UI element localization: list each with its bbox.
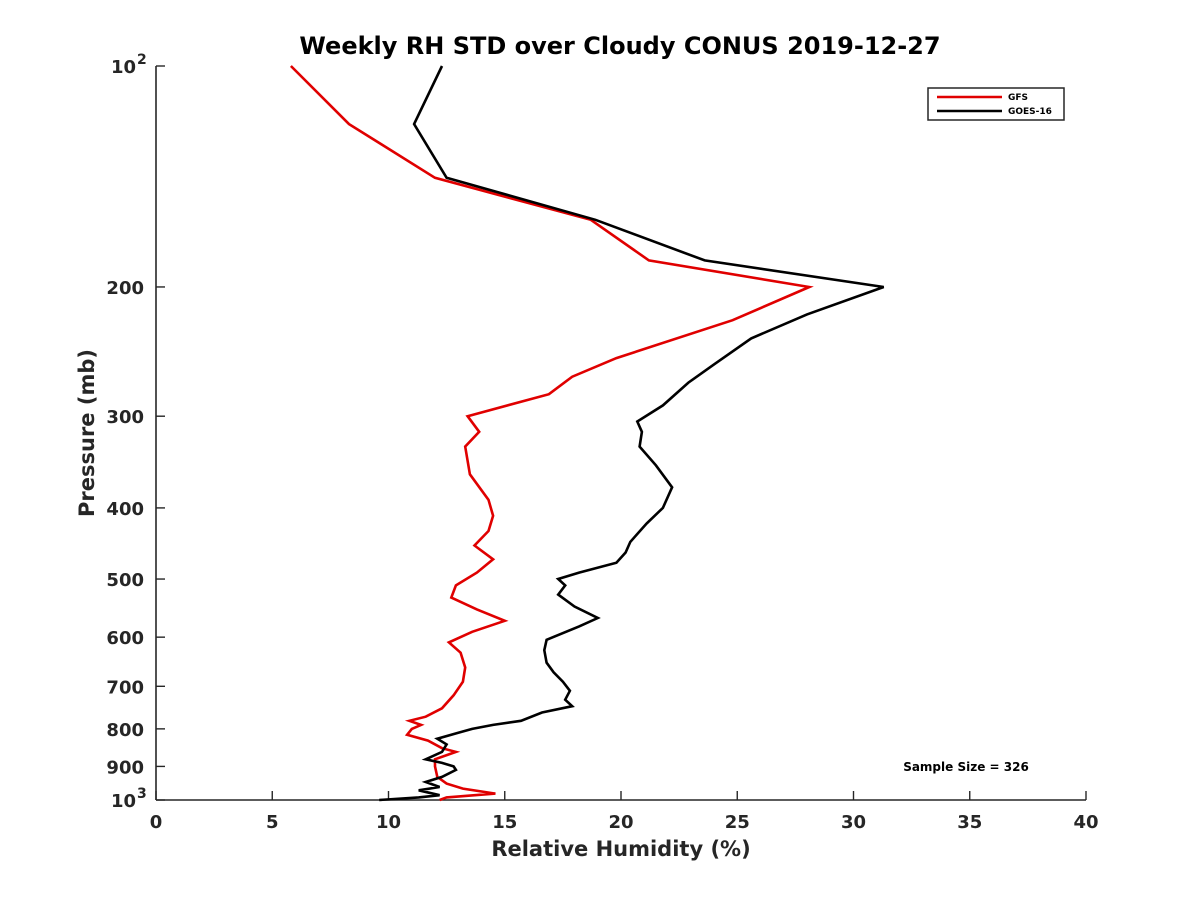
x-tick-label: 15 bbox=[492, 812, 517, 833]
y-tick-label: 700 bbox=[106, 677, 144, 698]
x-tick-label: 30 bbox=[841, 812, 866, 833]
x-tick-label: 25 bbox=[725, 812, 750, 833]
y-tick-base: 800 bbox=[106, 720, 144, 741]
legend-label-gfs: GFS bbox=[1008, 93, 1028, 103]
y-tick-base: 500 bbox=[106, 570, 144, 591]
x-tick-label: 20 bbox=[608, 812, 633, 833]
y-tick-label: 900 bbox=[106, 757, 144, 778]
y-tick-label: 600 bbox=[106, 628, 144, 649]
y-tick-label: 400 bbox=[106, 499, 144, 520]
legend-label-goes16: GOES-16 bbox=[1008, 107, 1052, 117]
series-layer bbox=[289, 65, 885, 802]
y-tick-base: 300 bbox=[106, 407, 144, 428]
y-axis-label: Pressure (mb) bbox=[75, 349, 99, 517]
y-tick-label: 800 bbox=[106, 720, 144, 741]
y-tick-base: 10 bbox=[111, 791, 136, 812]
x-tick-label: 0 bbox=[150, 812, 163, 833]
y-tick-label: 300 bbox=[106, 407, 144, 428]
legend-box bbox=[927, 87, 1065, 121]
series-line-gfs bbox=[289, 65, 814, 802]
y-tick-base: 10 bbox=[111, 57, 136, 78]
y-tick-exponent: 3 bbox=[137, 786, 147, 802]
x-ticks: 0 5 10 15 20 25 30 35 40 bbox=[150, 791, 1099, 833]
y-tick-base: 400 bbox=[106, 499, 144, 520]
chart-title: Weekly RH STD over Cloudy CONUS 2019-12-… bbox=[299, 32, 940, 60]
x-tick-label: 35 bbox=[957, 812, 982, 833]
x-tick-label: 40 bbox=[1073, 812, 1098, 833]
sample-size-annotation: Sample Size = 326 bbox=[903, 760, 1029, 774]
y-tick-label: 200 bbox=[106, 278, 144, 299]
y-tick-label: 500 bbox=[106, 570, 144, 591]
y-tick-label: 10 bbox=[111, 57, 136, 78]
y-tick-base: 700 bbox=[106, 677, 144, 698]
y-tick-base: 200 bbox=[106, 278, 144, 299]
series-line-goes16 bbox=[379, 65, 885, 802]
y-tick-base: 900 bbox=[106, 757, 144, 778]
legend: GFS GOES-16 bbox=[927, 87, 1065, 121]
x-tick-label: 5 bbox=[266, 812, 279, 833]
x-tick-label: 10 bbox=[376, 812, 401, 833]
x-axis-label: Relative Humidity (%) bbox=[491, 837, 750, 861]
y-tick-exponent: 2 bbox=[137, 52, 147, 68]
y-tick-base: 600 bbox=[106, 628, 144, 649]
y-tick-label: 10 bbox=[111, 791, 136, 812]
